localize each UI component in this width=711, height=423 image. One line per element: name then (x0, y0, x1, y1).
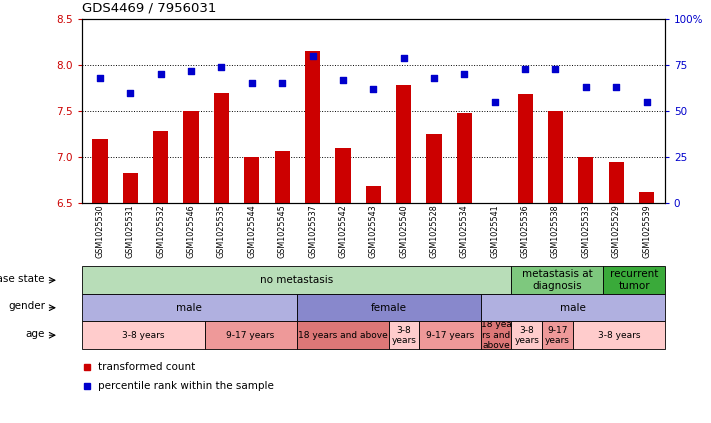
Text: GDS4469 / 7956031: GDS4469 / 7956031 (82, 2, 216, 15)
Text: no metastasis: no metastasis (260, 275, 333, 285)
Point (459, 71, 470, 78)
Point (641, 99, 652, 105)
Bar (305, 51, 320, 203)
Bar (609, 162, 624, 203)
Bar (518, 94, 533, 203)
Bar (573, 321, 665, 349)
Text: 3-8
years: 3-8 years (392, 326, 417, 345)
Bar (481, 294, 665, 321)
Point (337, 77, 348, 83)
Point (186, 67, 197, 74)
Point (246, 80, 257, 87)
Text: transformed count: transformed count (97, 362, 195, 372)
Text: 9-17
years: 9-17 years (545, 326, 570, 345)
Bar (389, 321, 419, 349)
Point (428, 74, 439, 81)
Bar (419, 321, 481, 349)
Bar (604, 266, 665, 294)
Bar (274, 151, 290, 203)
Point (307, 52, 319, 59)
Point (611, 84, 622, 91)
Bar (511, 321, 542, 349)
Bar (82, 294, 296, 321)
Bar (183, 111, 198, 203)
Point (550, 65, 561, 72)
Bar (82, 266, 511, 294)
Bar (214, 93, 229, 203)
Text: 18 yea
rs and
above: 18 yea rs and above (481, 320, 511, 350)
Point (124, 89, 136, 96)
Bar (336, 148, 351, 203)
Point (368, 85, 379, 92)
Bar (92, 139, 107, 203)
Bar (244, 157, 260, 203)
Point (215, 63, 227, 70)
Text: male: male (560, 303, 586, 313)
Bar (123, 173, 138, 203)
Text: metastasis at
diagnosis: metastasis at diagnosis (522, 269, 593, 291)
Point (155, 71, 166, 78)
Bar (396, 85, 411, 203)
Bar (205, 321, 296, 349)
Point (95, 74, 106, 81)
Text: age: age (26, 329, 45, 339)
Text: 18 years and above: 18 years and above (298, 331, 387, 340)
Bar (365, 187, 381, 203)
Text: 3-8
years: 3-8 years (514, 326, 539, 345)
Point (277, 80, 288, 87)
Bar (548, 111, 563, 203)
Bar (296, 321, 389, 349)
Text: male: male (176, 303, 202, 313)
Text: 9-17 years: 9-17 years (226, 331, 274, 340)
Text: 9-17 years: 9-17 years (426, 331, 474, 340)
Point (520, 65, 531, 72)
Bar (153, 131, 169, 203)
Bar (511, 266, 604, 294)
Bar (542, 321, 573, 349)
Text: disease state: disease state (0, 274, 45, 284)
Point (398, 54, 410, 61)
Point (489, 99, 501, 105)
Point (580, 84, 592, 91)
Bar (456, 113, 472, 203)
Text: percentile rank within the sample: percentile rank within the sample (97, 381, 274, 391)
Text: recurrent
tumor: recurrent tumor (610, 269, 658, 291)
Text: gender: gender (8, 301, 45, 311)
Bar (427, 134, 442, 203)
Bar (82, 321, 205, 349)
Text: female: female (370, 303, 407, 313)
Text: 3-8 years: 3-8 years (597, 331, 640, 340)
Bar (481, 321, 511, 349)
Bar (639, 192, 654, 203)
Text: 3-8 years: 3-8 years (122, 331, 164, 340)
Bar (578, 157, 594, 203)
Bar (296, 294, 481, 321)
